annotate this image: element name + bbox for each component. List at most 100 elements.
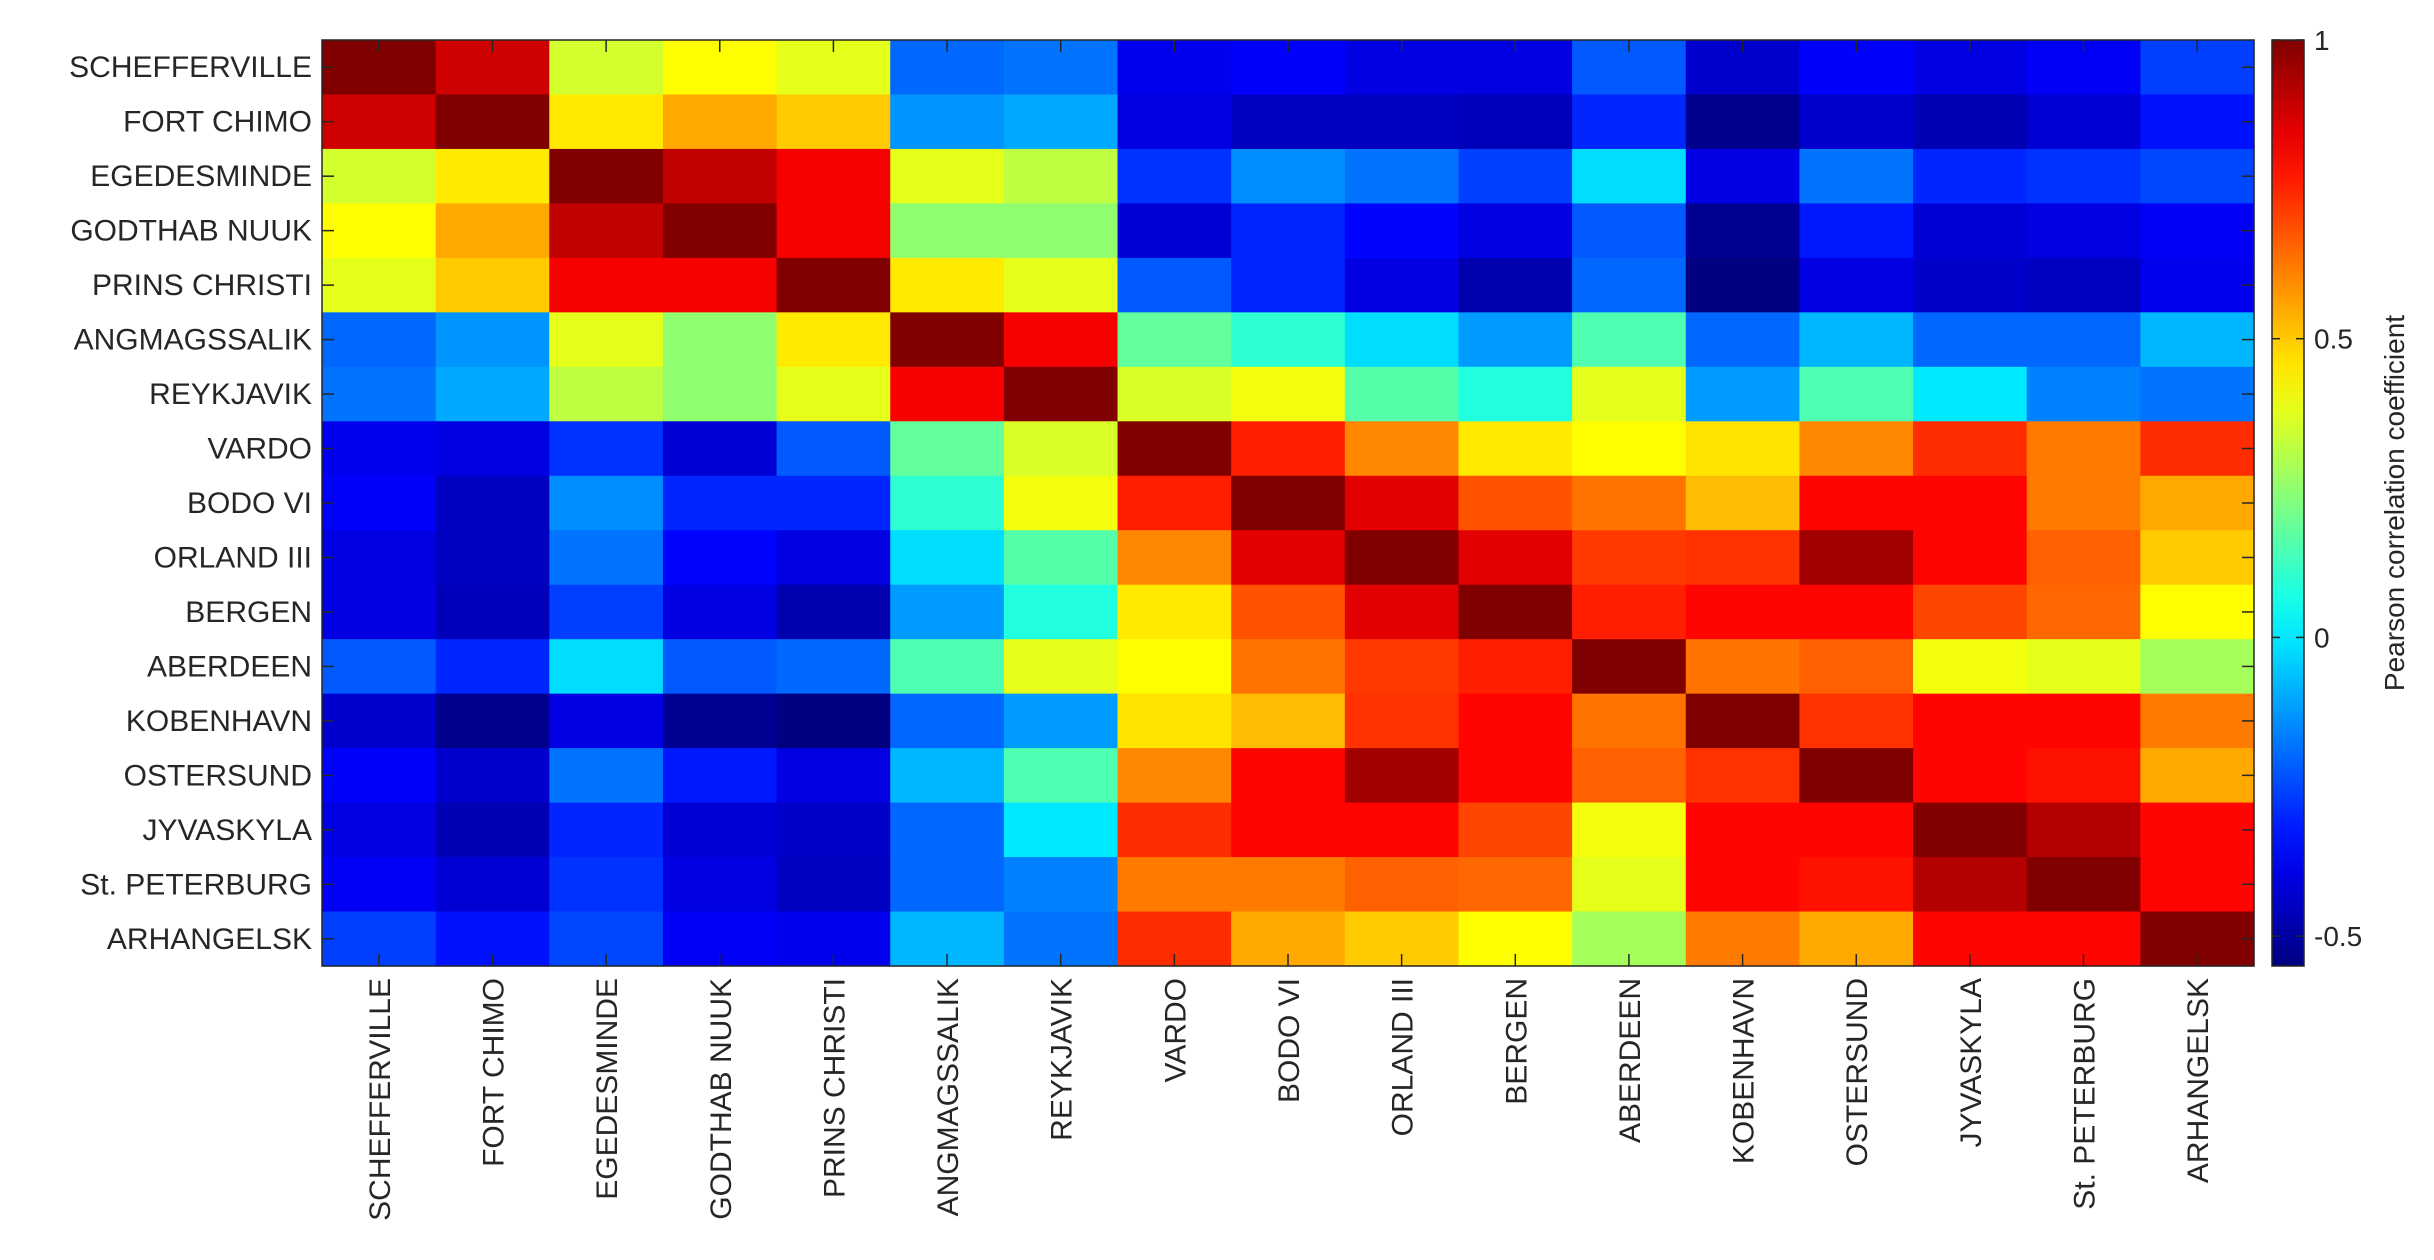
heatmap-cell: EGEDESMINDE / OSTERSUND: -0.18 <box>1799 148 1914 205</box>
heatmap-cell: ABERDEEN / EGEDESMINDE: -0.02 <box>549 639 664 695</box>
heatmap-cell: ORLAND III / EGEDESMINDE: -0.18 <box>549 530 664 586</box>
heatmap-cell: ORLAND III / ANGMAGSSALIK: -0.02 <box>890 530 1005 586</box>
colorbar <box>2271 39 2305 967</box>
heatmap-cell: GODTHAB NUUK / ORLAND III: -0.35 <box>1344 203 1460 259</box>
heatmap-cell: EGEDESMINDE / SCHEFFERVILLE: 0.35 <box>322 148 437 205</box>
column-label: VARDO <box>1159 978 1192 1082</box>
heatmap-cell: ABERDEEN / OSTERSUND: 0.66 <box>1799 639 1914 695</box>
column-label: ARHANGELSK <box>2182 978 2215 1183</box>
heatmap-cell: KOBENHAVN / St. PETERBURG: 0.8 <box>2026 693 2141 749</box>
heatmap-cell: VARDO / ARHANGELSK: 0.74 <box>2140 421 2255 477</box>
heatmap-cell: REYKJAVIK / GODTHAB NUUK: 0.25 <box>662 366 778 422</box>
row-label: REYKJAVIK <box>149 378 312 411</box>
heatmap-cell: PRINS CHRISTI / SCHEFFERVILLE: 0.38 <box>322 257 437 313</box>
heatmap-cell: PRINS CHRISTI / REYKJAVIK: 0.38 <box>1003 257 1119 313</box>
heatmap-cell: ORLAND III / SCHEFFERVILLE: -0.4 <box>322 530 437 586</box>
heatmap-cell: BERGEN / BERGEN: 1 <box>1458 584 1573 640</box>
heatmap-cell: KOBENHAVN / ABERDEEN: 0.63 <box>1572 693 1687 749</box>
heatmap-cell: ABERDEEN / ORLAND III: 0.72 <box>1344 639 1460 695</box>
heatmap-cell: BODO VI / JYVASKYLA: 0.8 <box>1913 475 2028 531</box>
row-label: JYVASKYLA <box>142 814 312 847</box>
heatmap-cell: BERGEN / GODTHAB NUUK: -0.4 <box>662 584 778 640</box>
column-label: PRINS CHRISTI <box>818 978 851 1198</box>
heatmap-cell: ORLAND III / ARHANGELSK: 0.5 <box>2140 530 2255 586</box>
heatmap-cell: JYVASKYLA / VARDO: 0.74 <box>1117 802 1232 858</box>
column-label: ANGMAGSSALIK <box>932 978 965 1216</box>
heatmap-cell: FORT CHIMO / KOBENHAVN: -0.53 <box>1685 94 1801 150</box>
heatmap-cell: JYVASKYLA / ORLAND III: 0.8 <box>1344 802 1460 858</box>
column-label: FORT CHIMO <box>477 978 510 1167</box>
heatmap-cell: ANGMAGSSALIK / OSTERSUND: -0.08 <box>1799 312 1914 368</box>
colorbar-tick-label: 0 <box>2314 622 2330 653</box>
heatmap-cell: EGEDESMINDE / BERGEN: -0.26 <box>1458 148 1573 205</box>
row-label: VARDO <box>208 433 312 466</box>
heatmap-cell: VARDO / PRINS CHRISTI: -0.22 <box>776 421 891 477</box>
column-label: OSTERSUND <box>1841 978 1874 1166</box>
heatmap-cell: BERGEN / St. PETERBURG: 0.65 <box>2026 584 2141 640</box>
heatmap-cell: ABERDEEN / VARDO: 0.42 <box>1117 639 1232 695</box>
heatmap-cell: FORT CHIMO / GODTHAB NUUK: 0.55 <box>662 94 778 150</box>
heatmap-cell: GODTHAB NUUK / GODTHAB NUUK: 1 <box>662 203 778 259</box>
heatmap-cell: ANGMAGSSALIK / SCHEFFERVILLE: -0.2 <box>322 312 437 368</box>
heatmap-cell: BODO VI / ARHANGELSK: 0.55 <box>2140 475 2255 531</box>
heatmap-cell: VARDO / VARDO: 1 <box>1117 421 1232 477</box>
heatmap-cell: GODTHAB NUUK / REYKJAVIK: 0.25 <box>1003 203 1119 259</box>
colorbar-tick-label: -0.5 <box>2314 921 2362 952</box>
heatmap-cell: FORT CHIMO / JYVASKYLA: -0.47 <box>1913 94 2028 150</box>
heatmap-cell: FORT CHIMO / FORT CHIMO: 1 <box>435 94 550 150</box>
heatmap-cell: KOBENHAVN / KOBENHAVN: 1 <box>1685 693 1801 749</box>
heatmap-cell: EGEDESMINDE / KOBENHAVN: -0.4 <box>1685 148 1801 205</box>
heatmap-cell: BERGEN / SCHEFFERVILLE: -0.4 <box>322 584 437 640</box>
column-label: JYVASKYLA <box>1955 978 1988 1148</box>
heatmap-cell: FORT CHIMO / PRINS CHRISTI: 0.5 <box>776 94 891 150</box>
heatmap-cell: KOBENHAVN / BODO VI: 0.52 <box>1231 693 1346 749</box>
heatmap-cell: KOBENHAVN / EGEDESMINDE: -0.4 <box>549 693 664 749</box>
heatmap-cell: KOBENHAVN / FORT CHIMO: -0.53 <box>435 693 550 749</box>
heatmap-cell: St. PETERBURG / ARHANGELSK: 0.8 <box>2140 857 2255 913</box>
heatmap-cell: ANGMAGSSALIK / ANGMAGSSALIK: 1 <box>890 312 1005 368</box>
heatmap-cell: KOBENHAVN / REYKJAVIK: -0.12 <box>1003 693 1119 749</box>
heatmap-cell: ORLAND III / VARDO: 0.6 <box>1117 530 1232 586</box>
heatmap-cell: BERGEN / ORLAND III: 0.85 <box>1344 584 1460 640</box>
heatmap-cell: FORT CHIMO / SCHEFFERVILLE: 0.88 <box>322 94 437 150</box>
heatmap-cell: BODO VI / PRINS CHRISTI: -0.3 <box>776 475 891 531</box>
heatmap-cell: REYKJAVIK / ABERDEEN: 0.38 <box>1572 366 1687 422</box>
heatmap-cell: VARDO / BERGEN: 0.45 <box>1458 421 1573 477</box>
heatmap-cell: JYVASKYLA / BERGEN: 0.7 <box>1458 802 1573 858</box>
heatmap-cell: EGEDESMINDE / GODTHAB NUUK: 0.9 <box>662 148 778 205</box>
row-labels: SCHEFFERVILLE FORT CHIMO EGEDESMINDE GODTHA… <box>69 51 312 956</box>
heatmap-cell: ANGMAGSSALIK / KOBENHAVN: -0.2 <box>1685 312 1801 368</box>
heatmap-cell: OSTERSUND / OSTERSUND: 1 <box>1799 748 1914 804</box>
heatmap-cell: St. PETERBURG / BODO VI: 0.62 <box>1231 857 1346 913</box>
heatmap-cell: GODTHAB NUUK / KOBENHAVN: -0.52 <box>1685 203 1801 259</box>
heatmap-cell: REYKJAVIK / SCHEFFERVILLE: -0.18 <box>322 366 437 422</box>
heatmap-cell: OSTERSUND / ARHANGELSK: 0.55 <box>2140 748 2255 804</box>
heatmap-cell: KOBENHAVN / BERGEN: 0.8 <box>1458 693 1573 749</box>
heatmap-cell: ABERDEEN / SCHEFFERVILLE: -0.22 <box>322 639 437 695</box>
heatmap-cell: ORLAND III / KOBENHAVN: 0.73 <box>1685 530 1801 586</box>
heatmap-cell: GODTHAB NUUK / BERGEN: -0.4 <box>1458 203 1573 259</box>
heatmap-cell: REYKJAVIK / ARHANGELSK: -0.18 <box>2140 366 2255 422</box>
heatmap-cell: FORT CHIMO / BODO VI: -0.45 <box>1231 94 1346 150</box>
heatmap-cell: BODO VI / VARDO: 0.76 <box>1117 475 1232 531</box>
heatmap-cell: REYKJAVIK / KOBENHAVN: -0.12 <box>1685 366 1801 422</box>
heatmap-cell: BERGEN / ANGMAGSSALIK: -0.12 <box>890 584 1005 640</box>
heatmap-cell: St. PETERBURG / ABERDEEN: 0.38 <box>1572 857 1687 913</box>
heatmap-cell: ANGMAGSSALIK / JYVASKYLA: -0.2 <box>1913 312 2028 368</box>
row-label: EGEDESMINDE <box>90 160 312 193</box>
column-label: KOBENHAVN <box>1728 978 1761 1164</box>
heatmap-cell: ABERDEEN / PRINS CHRISTI: -0.2 <box>776 639 891 695</box>
heatmap-cell: St. PETERBURG / ORLAND III: 0.66 <box>1344 857 1460 913</box>
heatmap-cell: REYKJAVIK / PRINS CHRISTI: 0.38 <box>776 366 891 422</box>
heatmap-cell: FORT CHIMO / BERGEN: -0.46 <box>1458 94 1573 150</box>
heatmap-cell: BERGEN / ARHANGELSK: 0.42 <box>2140 584 2255 640</box>
heatmap-cell: EGEDESMINDE / REYKJAVIK: 0.32 <box>1003 148 1119 205</box>
heatmap-cell: GODTHAB NUUK / PRINS CHRISTI: 0.82 <box>776 203 891 259</box>
heatmap-cell: BODO VI / EGEDESMINDE: -0.14 <box>549 475 664 531</box>
colorbar-tick-label: 1 <box>2314 25 2330 56</box>
row-label: ANGMAGSSALIK <box>74 324 312 357</box>
heatmap-cell: JYVASKYLA / SCHEFFERVILLE: -0.4 <box>322 802 437 858</box>
heatmap-cell: ORLAND III / ORLAND III: 1 <box>1344 530 1460 586</box>
heatmap-cell: VARDO / GODTHAB NUUK: -0.42 <box>662 421 778 477</box>
column-label: ABERDEEN <box>1614 978 1647 1143</box>
